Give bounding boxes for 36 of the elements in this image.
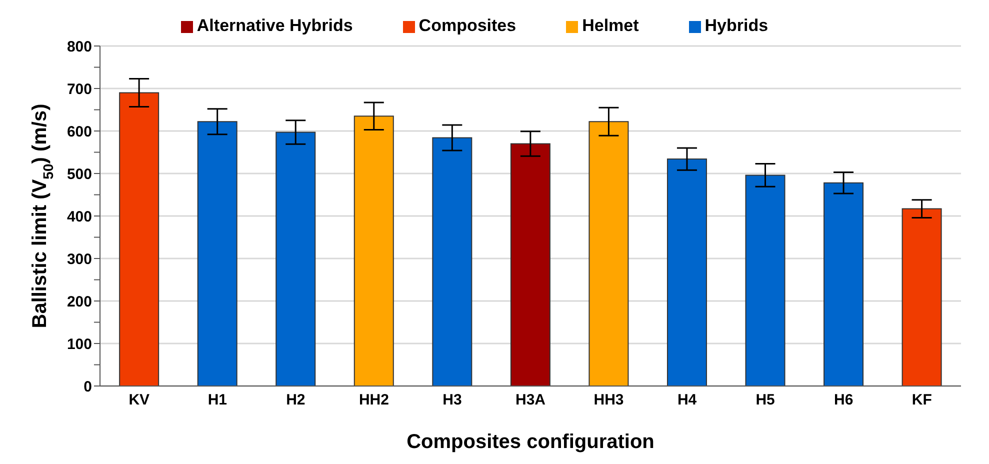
y-tick-label: 200	[66, 293, 92, 310]
bar	[745, 174, 786, 386]
x-tick-label: H1	[208, 392, 228, 409]
x-tick-label: H6	[834, 392, 854, 409]
y-tick-label: 700	[66, 80, 92, 98]
y-tick-label: 800	[66, 38, 92, 56]
bar	[432, 137, 472, 386]
bar	[276, 132, 316, 386]
legend-label: Helmet	[582, 16, 639, 35]
x-tick-label: H5	[756, 392, 775, 409]
bar	[510, 143, 550, 386]
x-tick-label: HH3	[594, 392, 624, 409]
bar	[588, 121, 629, 386]
x-tick-label: H4	[677, 392, 698, 409]
x-tick-label: HH2	[358, 392, 389, 409]
x-axis-title: Composites configuration	[406, 431, 654, 453]
bar	[354, 116, 394, 386]
y-tick-label: 600	[66, 123, 92, 140]
bar	[666, 158, 707, 386]
bar	[824, 182, 864, 386]
x-tick-label: H2	[286, 392, 306, 409]
x-tick-label: H3	[442, 392, 462, 409]
x-tick-label: H3A	[515, 392, 546, 409]
legend-label: Hybrids	[704, 16, 768, 35]
y-tick-label: 500	[66, 166, 92, 183]
y-tick-label: 400	[66, 208, 92, 226]
bar	[119, 92, 160, 386]
x-tick-label: KF	[912, 392, 932, 409]
x-tick-label: KV	[128, 392, 150, 409]
legend-label: Alternative Hybrids	[196, 16, 353, 35]
legend-label: Composites	[418, 16, 516, 35]
y-tick-label: 100	[66, 336, 92, 353]
bar	[902, 208, 942, 386]
bar	[197, 121, 238, 386]
y-tick-label: 0	[84, 378, 92, 396]
y-tick-label: 300	[66, 250, 92, 268]
